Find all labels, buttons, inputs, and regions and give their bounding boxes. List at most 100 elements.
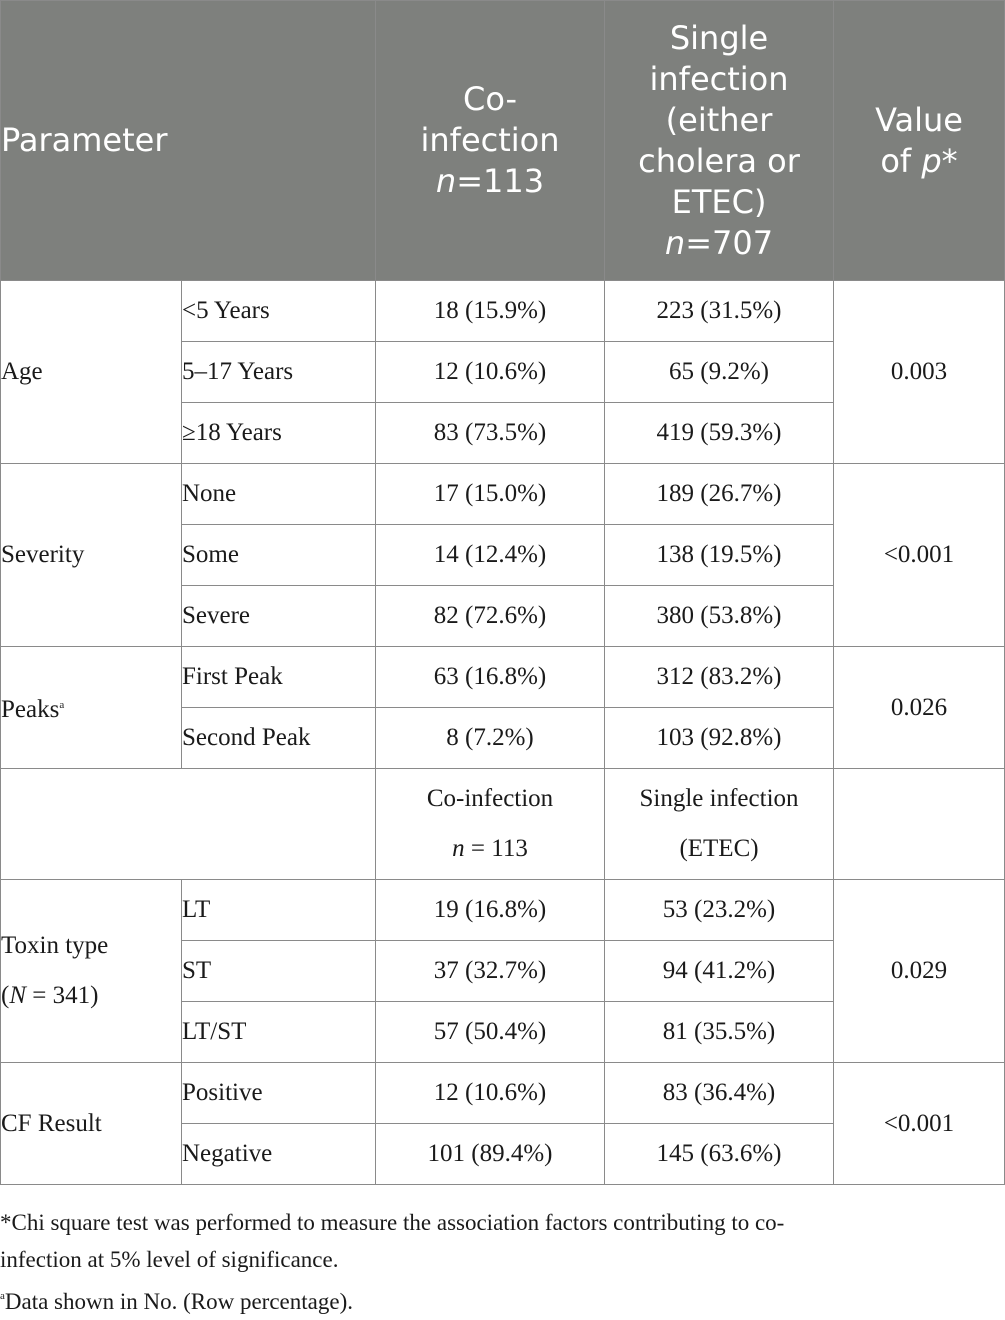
header-parameter: Parameter: [0, 0, 377, 281]
subgroup-label: 5–17 Years: [180, 341, 377, 403]
toxin-label-open: (: [1, 982, 10, 1009]
subheader-empty: [833, 768, 1005, 880]
header-n-letter: n: [664, 223, 686, 262]
p-value-severity: <0.001: [833, 463, 1005, 647]
subgroup-label: Severe: [180, 585, 377, 647]
subheader-row: Co-infection n = 113 Single infection (E…: [0, 768, 1005, 880]
footnote-chi-line: infection at 5% level of significance.: [0, 1247, 339, 1272]
single-infection-value: 419 (59.3%): [604, 402, 835, 464]
coinfection-value: 18 (15.9%): [375, 280, 606, 342]
toxin-label-rest: = 341): [26, 982, 99, 1009]
subheader-single-line: Single infection: [639, 785, 799, 812]
header-value-of: of: [880, 141, 922, 180]
subheader-coinfection-n: = 113: [464, 835, 528, 862]
single-infection-value: 103 (92.8%): [604, 707, 835, 769]
coinfection-value: 8 (7.2%): [375, 707, 606, 769]
single-infection-value: 380 (53.8%): [604, 585, 835, 647]
footnote-chi-square: *Chi square test was performed to measur…: [0, 1204, 1000, 1278]
subheader-coinfection: Co-infection n = 113: [375, 768, 606, 880]
coinfection-value: 82 (72.6%): [375, 585, 606, 647]
subgroup-label: Negative: [180, 1123, 377, 1185]
table-row: CF Result Positive 12 (10.6%) 83 (36.4%)…: [0, 1062, 1005, 1185]
group-label-peaks: Peaksa: [0, 646, 182, 769]
header-single-line: Single: [669, 18, 769, 57]
single-infection-value: 223 (31.5%): [604, 280, 835, 342]
subgroup-label: Positive: [180, 1062, 377, 1124]
footnote-a-mark: a: [0, 1290, 5, 1302]
header-coinfection-line: infection: [420, 121, 560, 159]
table-footnotes: *Chi square test was performed to measur…: [0, 1204, 1000, 1320]
coinfection-value: 37 (32.7%): [375, 940, 606, 1002]
table-row: ST 37 (32.7%) 94 (41.2%): [1, 940, 1005, 1002]
coinfection-value: 12 (10.6%): [375, 1062, 606, 1124]
toxin-label-n: N: [9, 982, 27, 1009]
subgroup-label: First Peak: [180, 646, 377, 708]
coinfection-value: 83 (73.5%): [375, 402, 606, 464]
header-coinfection: Co- infection n=113: [375, 0, 606, 281]
single-infection-value: 65 (9.2%): [604, 341, 835, 403]
subgroup-label: LT/ST: [180, 1001, 377, 1063]
table-row: Severe 82 (72.6%) 380 (53.8%): [1, 585, 1005, 647]
table-row: Negative 101 (89.4%) 145 (63.6%): [1, 1123, 1005, 1185]
single-infection-value: 189 (26.7%): [604, 463, 835, 525]
header-single-line: ETEC): [671, 182, 767, 221]
header-single-n: =707: [685, 223, 774, 262]
table-header: Parameter Co- infection n=113 Single inf…: [0, 0, 1005, 281]
subgroup-label: ST: [180, 940, 377, 1002]
table-row: LT/ST 57 (50.4%) 81 (35.5%): [1, 1001, 1005, 1063]
subgroup-label: Second Peak: [180, 707, 377, 769]
footnote-a-text: Data shown in No. (Row percentage).: [4, 1289, 353, 1314]
subgroup-label: LT: [180, 879, 377, 941]
header-single-line: infection: [649, 59, 789, 98]
group-label-age: Age: [0, 280, 182, 464]
coinfection-value: 19 (16.8%): [375, 879, 606, 941]
table-row: Toxin type (N = 341) LT 19 (16.8%) 53 (2…: [0, 879, 1005, 1063]
p-value-peaks: 0.026: [833, 646, 1005, 769]
subheader-coinfection-line: Co-infection: [426, 785, 554, 812]
p-value-cf-result: <0.001: [833, 1062, 1005, 1185]
header-single-infection: Single infection (either cholera or ETEC…: [604, 0, 835, 281]
header-value-p: p: [921, 141, 942, 180]
subheader-single-line: (ETEC): [679, 835, 759, 862]
subgroup-label: Some: [180, 524, 377, 586]
header-coinfection-n: =113: [456, 162, 545, 200]
table-row: Second Peak 8 (7.2%) 103 (92.8%): [1, 707, 1005, 769]
single-infection-value: 53 (23.2%): [604, 879, 835, 941]
table-row: Severity None 17 (15.0%) 189 (26.7%) <0.…: [0, 463, 1005, 647]
header-parameter-label: Parameter: [1, 121, 168, 159]
results-table: Parameter Co- infection n=113 Single inf…: [0, 0, 1005, 1185]
single-infection-value: 94 (41.2%): [604, 940, 835, 1002]
table-row: 5–17 Years 12 (10.6%) 65 (9.2%): [1, 341, 1005, 403]
coinfection-value: 57 (50.4%): [375, 1001, 606, 1063]
table-row: Some 14 (12.4%) 138 (19.5%): [1, 524, 1005, 586]
coinfection-value: 63 (16.8%): [375, 646, 606, 708]
footnote-chi-line: *Chi square test was performed to measur…: [0, 1210, 785, 1235]
header-single-line: cholera or: [638, 141, 800, 180]
header-value-line: Value: [875, 100, 963, 139]
peaks-label: Peaks: [1, 696, 60, 723]
coinfection-value: 12 (10.6%): [375, 341, 606, 403]
peaks-footnote-mark: a: [59, 699, 65, 711]
header-coinfection-line: Co-: [462, 80, 518, 118]
table-row: Age <5 Years 18 (15.9%) 223 (31.5%) 0.00…: [0, 280, 1005, 464]
table-row: Peaksa First Peak 63 (16.8%) 312 (83.2%)…: [0, 646, 1005, 769]
p-value-toxin: 0.029: [833, 879, 1005, 1063]
group-label-toxin: Toxin type (N = 341): [0, 879, 182, 1063]
coinfection-value: 14 (12.4%): [375, 524, 606, 586]
coinfection-value: 101 (89.4%): [375, 1123, 606, 1185]
group-label-cf-result: CF Result: [0, 1062, 182, 1185]
header-p-value: Value of p*: [833, 0, 1005, 281]
p-value-age: 0.003: [833, 280, 1005, 464]
single-infection-value: 83 (36.4%): [604, 1062, 835, 1124]
single-infection-value: 81 (35.5%): [604, 1001, 835, 1063]
footnote-a: aData shown in No. (Row percentage).: [0, 1278, 1000, 1320]
header-value-star: *: [941, 141, 958, 180]
subgroup-label: None: [180, 463, 377, 525]
single-infection-value: 312 (83.2%): [604, 646, 835, 708]
table-body: Age <5 Years 18 (15.9%) 223 (31.5%) 0.00…: [0, 280, 1005, 1185]
header-single-line: (either: [665, 100, 773, 139]
subheader-single-infection: Single infection (ETEC): [604, 768, 835, 880]
coinfection-value: 17 (15.0%): [375, 463, 606, 525]
single-infection-value: 145 (63.6%): [604, 1123, 835, 1185]
subheader-n-letter: n: [452, 835, 465, 862]
